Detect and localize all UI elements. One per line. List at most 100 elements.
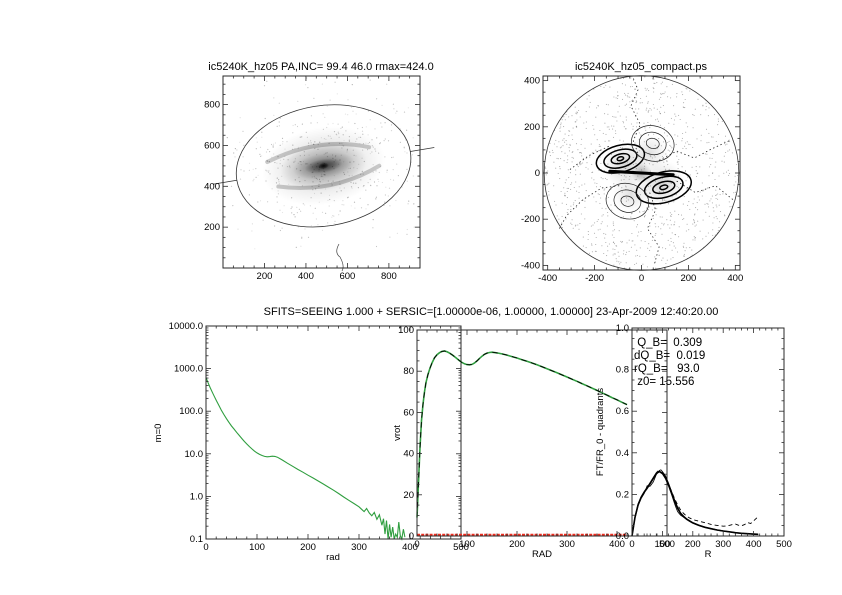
panel-rotation-curve: 0 100 200 300 400 500 0 20 40 60 80 100 vrot RAD [392, 325, 675, 560]
svg-text:10.0: 10.0 [185, 449, 204, 460]
svg-text:400: 400 [727, 273, 743, 284]
svg-text:0.0: 0.0 [616, 531, 629, 542]
velocity-content [544, 76, 739, 270]
ft-annotation-line: rQ_B= 93.0 [634, 363, 700, 375]
vrot-ylabel: vrot [392, 425, 403, 441]
m0-frame [205, 325, 462, 540]
svg-text:300: 300 [715, 539, 731, 550]
svg-text:100.0: 100.0 [179, 406, 203, 417]
ft-annotation-line: z0= 15.556 [634, 376, 694, 388]
ft-curve-quadrant-2 [631, 469, 759, 537]
svg-text:0.1: 0.1 [190, 534, 203, 545]
svg-text:500: 500 [659, 539, 675, 550]
ft-annotation-line: dQ_B= 0.019 [634, 350, 705, 362]
m0-xlabel: rad [326, 552, 340, 563]
panel-velocity-field: ic5240K_hz05_compact.ps -400 -200 0 200 400-… [521, 61, 743, 284]
svg-text:1.0: 1.0 [616, 323, 629, 334]
svg-text:-200: -200 [585, 273, 604, 284]
svg-text:10000.0: 10000.0 [169, 321, 203, 332]
svg-text:0.2: 0.2 [616, 489, 629, 500]
vrot-curve-dashed-overlay [416, 350, 628, 518]
tick-marks [416, 329, 668, 537]
svg-text:-400: -400 [538, 273, 557, 284]
svg-text:0.4: 0.4 [616, 448, 629, 459]
svg-text:200: 200 [300, 542, 316, 553]
galaxy-frame [222, 75, 421, 269]
bottom-header-title: SFITS=SEEING 1.000 + SERSIC=[1.00000e-06… [264, 306, 719, 318]
svg-text:500: 500 [776, 539, 792, 550]
svg-text:400: 400 [298, 271, 314, 282]
svg-text:400: 400 [524, 76, 540, 87]
svg-text:0: 0 [409, 531, 414, 542]
svg-text:60: 60 [403, 407, 414, 418]
svg-text:0: 0 [203, 542, 208, 553]
svg-text:200: 200 [524, 122, 540, 133]
svg-text:100: 100 [654, 539, 670, 550]
svg-text:200: 200 [204, 222, 220, 233]
m0-curve [205, 377, 406, 541]
panel-fourier-quadrants: 0 100 200 300 400 500 0.0 0.2 0.4 0.6 0.8 1.0 Q_B= … [595, 323, 792, 560]
major-axis-stubs [212, 147, 435, 185]
tick-labels: 0 100 200 300 400 500 0 20 40 60 80 100 [398, 325, 675, 550]
svg-text:20: 20 [403, 490, 414, 501]
svg-text:0.8: 0.8 [616, 365, 629, 376]
ft-xlabel: R [705, 549, 712, 560]
svg-text:400: 400 [609, 539, 625, 550]
stray-contour-mark [336, 243, 344, 272]
svg-text:100: 100 [249, 542, 265, 553]
velocity-panel-title: ic5240K_hz05_compact.ps [575, 61, 708, 73]
svg-text:800: 800 [381, 271, 397, 282]
tick-labels: 200 400 600 800 200 400 600 800 [204, 100, 397, 282]
svg-text:40: 40 [403, 449, 414, 460]
svg-text:200: 200 [257, 271, 273, 282]
ft-curve-quadrant-dashed [631, 471, 759, 537]
svg-text:100: 100 [398, 325, 414, 336]
svg-text:200: 200 [680, 273, 696, 284]
galaxy-plot-area: 200 400 600 800 200 400 600 800 [204, 75, 435, 282]
svg-text:0.6: 0.6 [616, 406, 629, 417]
ft-ylabel: FT/FR_0 - quadrants [595, 388, 606, 476]
galaxy-blob [261, 126, 386, 206]
svg-text:600: 600 [204, 140, 220, 151]
svg-text:100: 100 [459, 539, 475, 550]
svg-text:80: 80 [403, 366, 414, 377]
ft-annotation-line: Q_B= 0.309 [634, 337, 702, 349]
svg-text:-200: -200 [521, 214, 540, 225]
tick-labels: -400 -200 0 200 400 -400 -200 0 200 400 [521, 76, 743, 284]
m0-plot-area: 0 100 200 300 400 50010000.01000.0100.010.01.… [169, 321, 469, 553]
tick-labels: 0 100 200 300 400 500 0.0 0.2 0.4 0.6 0.8 1.0 [616, 323, 792, 550]
vrot-frame [416, 329, 668, 537]
svg-text:-400: -400 [521, 260, 540, 271]
velocity-scatter [544, 76, 739, 270]
svg-text:400: 400 [402, 542, 418, 553]
svg-text:600: 600 [339, 271, 355, 282]
svg-text:400: 400 [204, 181, 220, 192]
svg-text:200: 200 [509, 539, 525, 550]
svg-text:300: 300 [351, 542, 367, 553]
svg-text:400: 400 [746, 539, 762, 550]
svg-text:0: 0 [629, 539, 634, 550]
svg-text:200: 200 [685, 539, 701, 550]
contour-lobes [595, 125, 692, 220]
galaxy-image-layer [226, 77, 415, 250]
velocity-plot-area: -400 -200 0 200 400 -400 -200 0 200 400 [521, 75, 743, 284]
svg-text:500: 500 [453, 542, 469, 553]
svg-text:0: 0 [639, 273, 644, 284]
galaxy-panel-title: ic5240K_hz05 PA,INC= 99.4 46.0 rmax=424.… [208, 61, 433, 73]
svg-text:1.0: 1.0 [190, 491, 203, 502]
m0-ylabel: m=0 [153, 424, 164, 443]
ft-curve-quadrant-3 [631, 470, 759, 537]
panel-galaxy-image: ic5240K_hz05 PA,INC= 99.4 46.0 rmax=424.… [204, 61, 435, 282]
tick-labels: 0 100 200 300 400 50010000.01000.0100.010.01.… [169, 321, 469, 553]
svg-text:0: 0 [535, 168, 540, 179]
svg-text:800: 800 [204, 100, 220, 111]
tick-marks [205, 325, 462, 540]
tick-marks [223, 76, 420, 268]
vrot-xlabel: RAD [532, 549, 552, 560]
svg-text:0: 0 [414, 539, 419, 550]
svg-text:300: 300 [559, 539, 575, 550]
tick-marks [631, 327, 785, 537]
